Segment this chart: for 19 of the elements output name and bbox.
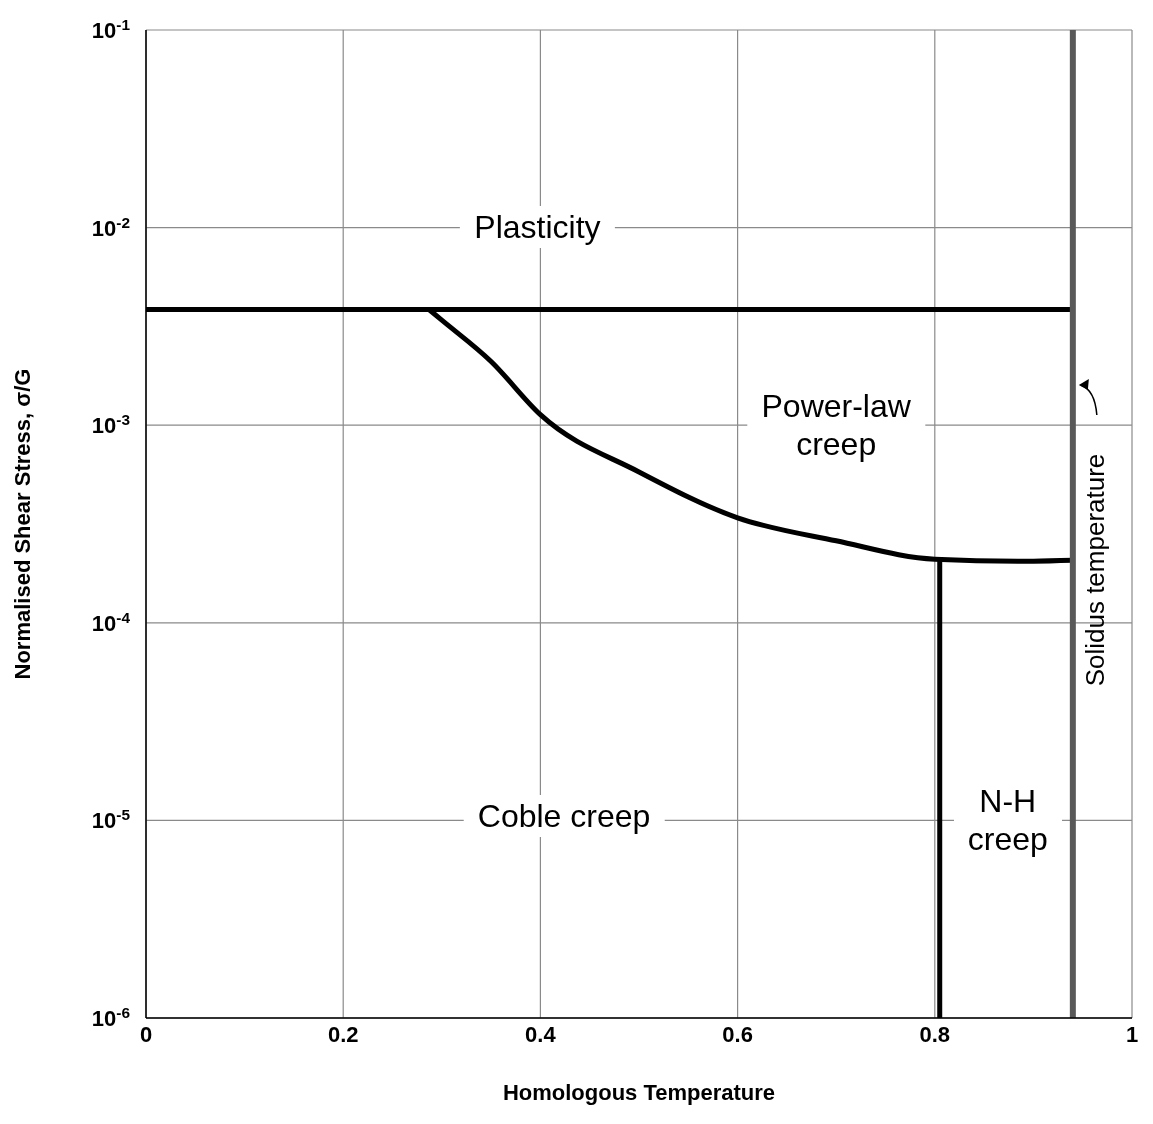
ref-line-label: Solidus temperature [1079, 453, 1110, 687]
annotation: Power-law creep [747, 385, 925, 466]
x-tick-label: 1 [1125, 1021, 1139, 1047]
annotation: N-H creep [953, 780, 1062, 861]
x-tick-label: 0.6 [722, 1021, 753, 1047]
y-tick-label: 10$^{-5}$ [91, 805, 131, 834]
x-tick-label: 0 [139, 1021, 153, 1047]
x-tick-label: 0.8 [919, 1021, 951, 1047]
y-tick-label: 10$^{-4}$ [91, 608, 131, 636]
annotation: Coble creep [463, 795, 665, 838]
x-axis-title: Homologous Temperature [502, 1080, 776, 1105]
y-axis-title: Normalised Shear Stress, σ/G [9, 368, 35, 680]
x-tick-label: 0.4 [525, 1021, 557, 1047]
y-tick-label: 10$^{-2}$ [91, 213, 130, 241]
y-tick-label: 10$^{-1}$ [91, 15, 131, 43]
annotation: Plasticity [460, 205, 615, 248]
x-tick-label: 0.2 [327, 1021, 359, 1047]
y-tick-label: 10$^{-6}$ [91, 1003, 130, 1031]
y-tick-label: 10$^{-3}$ [91, 410, 130, 439]
